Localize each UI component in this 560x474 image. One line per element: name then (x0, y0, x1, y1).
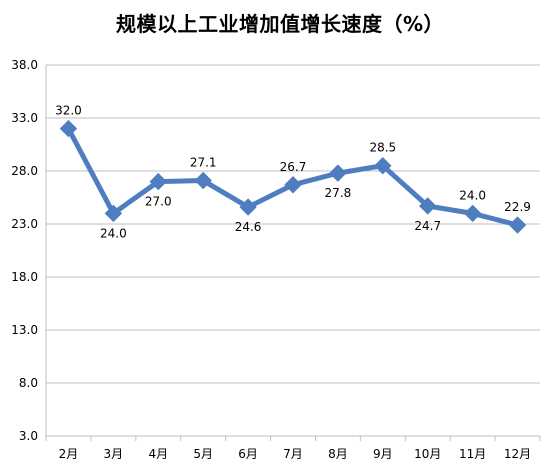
y-tick-label: 8.0 (19, 376, 38, 390)
x-tick-label: 7月 (283, 447, 303, 461)
data-label: 24.0 (100, 226, 127, 240)
x-tick-label: 5月 (193, 447, 213, 461)
data-label: 27.1 (190, 156, 217, 170)
y-tick-label: 18.0 (11, 270, 38, 284)
x-tick-label: 12月 (504, 447, 531, 461)
y-tick-label: 23.0 (11, 217, 38, 231)
data-label: 22.9 (504, 200, 531, 214)
data-label: 32.0 (55, 104, 82, 118)
x-tick-label: 2月 (59, 447, 79, 461)
y-tick-label: 28.0 (11, 164, 38, 178)
data-point-marker (239, 198, 257, 216)
data-point-marker (194, 171, 212, 190)
data-point-marker (508, 216, 527, 234)
data-label: 24.0 (459, 188, 486, 202)
data-point-marker (284, 176, 302, 194)
data-label: 24.7 (414, 219, 441, 233)
x-tick-label: 3月 (104, 447, 124, 461)
y-tick-label: 13.0 (11, 323, 38, 337)
data-label: 26.7 (280, 160, 307, 174)
data-point-marker (59, 119, 78, 138)
data-point-marker (329, 164, 347, 182)
data-point-marker (374, 156, 392, 175)
data-label: 27.0 (145, 195, 172, 209)
data-label: 28.5 (369, 141, 396, 155)
x-tick-label: 8月 (328, 447, 348, 461)
data-point-marker (419, 197, 437, 215)
chart-title: 规模以上工业增加值增长速度（%） (115, 12, 445, 36)
y-tick-label: 38.0 (11, 58, 38, 72)
data-point-marker (149, 172, 167, 191)
x-tick-label: 4月 (148, 447, 168, 461)
x-tick-label: 11月 (459, 447, 486, 461)
y-tick-label: 33.0 (11, 111, 38, 125)
data-label: 27.8 (325, 186, 352, 200)
x-tick-label: 9月 (373, 447, 393, 461)
data-point-marker (104, 204, 123, 223)
y-tick-label: 3.0 (19, 429, 38, 443)
x-tick-label: 6月 (238, 447, 258, 461)
data-point-marker (463, 204, 482, 223)
data-label: 24.6 (235, 220, 262, 234)
x-tick-label: 10月 (414, 447, 441, 461)
